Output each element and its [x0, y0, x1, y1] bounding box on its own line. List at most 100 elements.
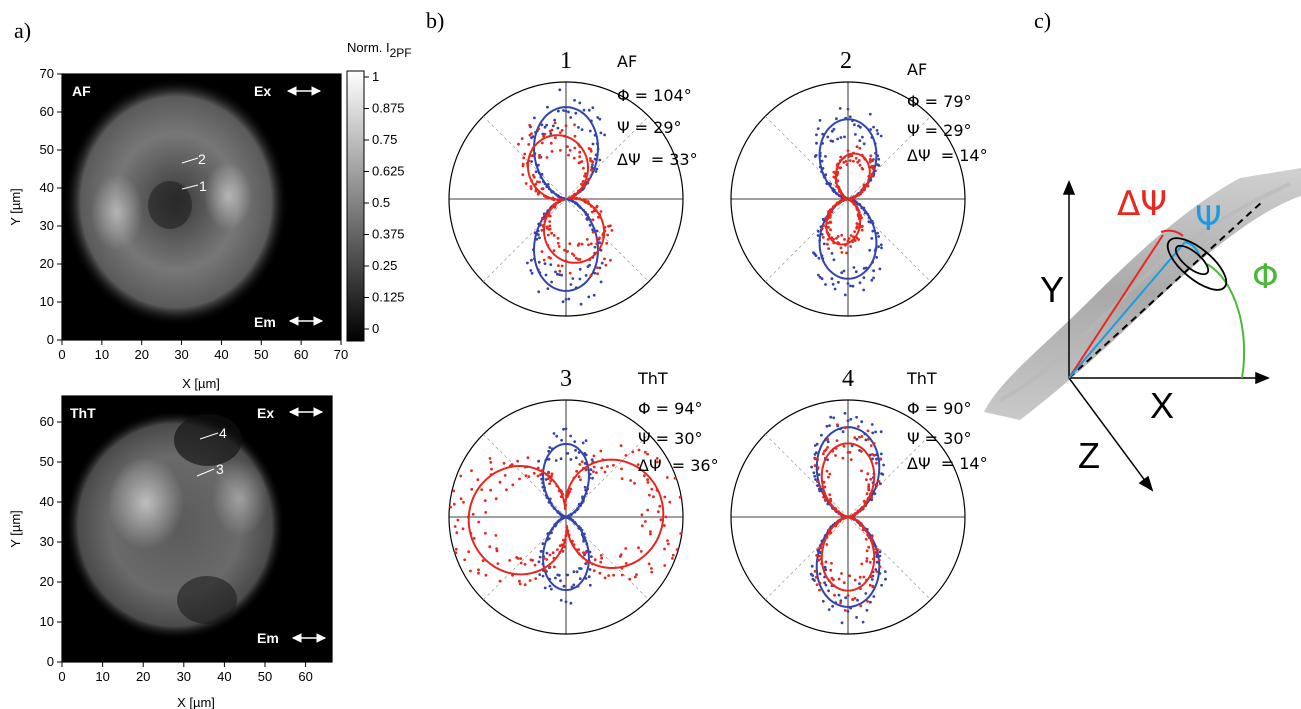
data-point: [813, 464, 817, 467]
data-point: [556, 272, 559, 276]
data-point: [558, 88, 562, 92]
data-point: [636, 463, 640, 466]
data-point: [650, 570, 654, 574]
data-point: [536, 192, 540, 196]
data-point: [588, 263, 591, 267]
data-point: [470, 469, 473, 472]
data-point: [583, 485, 587, 489]
microscopy-image-tht: ThT Ex Em 4 3: [61, 395, 333, 663]
data-point: [830, 252, 834, 255]
data-point: [877, 480, 881, 483]
data-point: [864, 438, 868, 442]
data-point: [543, 262, 547, 265]
data-point: [832, 127, 836, 131]
data-point: [646, 478, 649, 482]
data-point: [494, 497, 498, 501]
data-point: [579, 478, 582, 482]
data-point: [829, 139, 833, 143]
data-point: [820, 227, 824, 231]
data-point: [582, 539, 585, 543]
colorbar-tick-label: 0.375: [372, 227, 405, 242]
data-point: [842, 444, 846, 448]
data-point: [640, 513, 644, 517]
image-axes-af: 0 10 20 30 40 50 60 70 0 10 20 30 40 50 60 70: [40, 66, 349, 362]
data-point: [566, 573, 570, 577]
data-point: [532, 175, 536, 179]
data-point: [573, 123, 576, 127]
data-point: [829, 497, 832, 501]
data-point: [484, 531, 487, 535]
data-point: [600, 261, 604, 265]
data-point: [552, 249, 556, 253]
data-point: [459, 497, 463, 501]
data-point: [547, 477, 550, 480]
data-point: [564, 298, 568, 301]
data-point: [556, 236, 560, 240]
data-point: [545, 558, 548, 561]
data-point: [866, 472, 870, 476]
data-point: [818, 588, 821, 592]
polar-phi-1: Φ = 104°: [617, 86, 692, 105]
data-point: [879, 482, 882, 486]
em-label: Em: [257, 630, 279, 646]
data-point: [838, 166, 842, 170]
data-point: [857, 425, 860, 428]
data-point: [546, 233, 550, 237]
dark-notch-top: [174, 414, 242, 466]
data-point: [879, 452, 883, 456]
data-point: [591, 218, 595, 222]
data-point: [484, 511, 488, 514]
data-point: [588, 129, 592, 133]
data-point: [842, 581, 846, 585]
image-label-tht: ThT: [70, 405, 96, 421]
data-point: [567, 153, 570, 157]
data-point: [832, 258, 836, 262]
data-point: [829, 228, 832, 232]
data-point: [606, 465, 609, 468]
data-point: [824, 568, 828, 572]
data-point: [872, 125, 875, 129]
data-point: [548, 129, 552, 133]
data-point: [583, 174, 586, 178]
data-point: [827, 247, 831, 251]
data-point: [883, 570, 887, 573]
data-point: [543, 586, 547, 590]
data-point: [650, 487, 654, 491]
data-point: [826, 458, 829, 462]
data-point: [882, 463, 885, 467]
data-point: [816, 229, 820, 233]
point-marker-3: 3: [196, 461, 224, 477]
data-point: [845, 163, 849, 167]
data-point: [595, 167, 599, 171]
data-point: [577, 161, 581, 165]
data-point: [815, 133, 818, 137]
polar-dpsi-2: ΔΨ = 14°: [907, 146, 988, 165]
data-point: [452, 489, 455, 493]
data-point: [633, 481, 636, 485]
data-point: [606, 233, 609, 237]
data-point: [578, 258, 582, 261]
polar-plots: [448, 81, 966, 635]
data-point: [598, 236, 601, 240]
data-point: [871, 159, 874, 163]
data-point: [880, 472, 883, 475]
data-point: [876, 132, 880, 136]
data-point: [540, 228, 544, 232]
data-point: [815, 141, 818, 145]
data-point: [646, 508, 650, 512]
data-point: [624, 454, 628, 457]
data-point: [861, 135, 864, 139]
data-point: [575, 469, 578, 473]
data-point: [871, 229, 875, 233]
data-point: [564, 427, 568, 431]
data-point: [860, 228, 864, 232]
data-point: [858, 575, 862, 579]
data-point: [852, 159, 855, 163]
data-point: [560, 264, 564, 268]
data-point: [593, 245, 597, 249]
data-point: [862, 500, 866, 503]
data-point: [840, 621, 844, 625]
data-point: [549, 132, 553, 135]
data-point: [461, 527, 465, 531]
data-point: [581, 441, 585, 445]
